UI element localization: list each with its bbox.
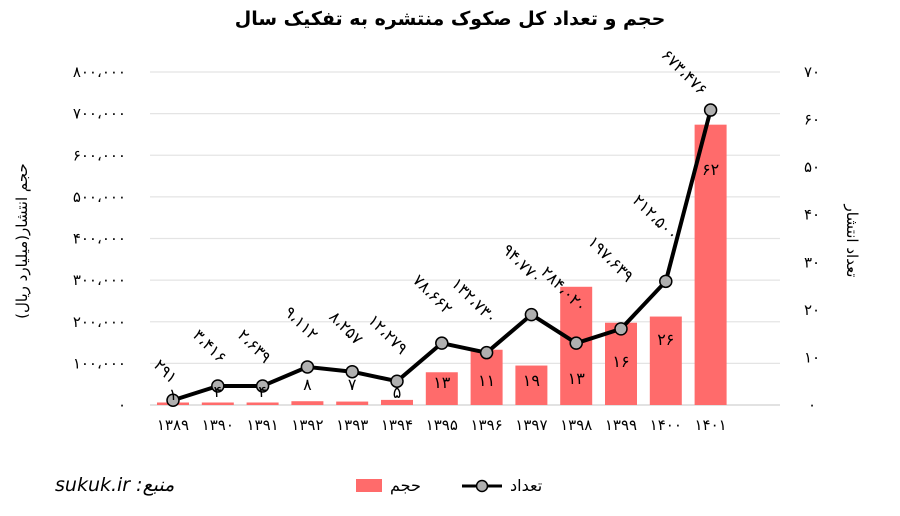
- y-tick-left: ۳۰۰،۰۰۰: [73, 271, 126, 289]
- volume-label: ۳،۴۱۶: [189, 325, 230, 366]
- y-tick-left: ۷۰۰،۰۰۰: [73, 105, 126, 123]
- count-label: ۱۳: [433, 373, 451, 392]
- x-tick: ۱۴۰۱: [694, 416, 726, 434]
- source-label: منبع: sukuk.ir: [55, 474, 175, 496]
- x-tick: ۱۳۹۲: [291, 416, 323, 434]
- bar-volume: [381, 399, 413, 405]
- line-marker: [614, 322, 628, 336]
- bar-volume: [425, 372, 458, 405]
- volume-label: ۲،۶۳۹: [234, 325, 275, 366]
- line-marker: [166, 393, 180, 407]
- count-label: ۵: [393, 383, 402, 402]
- legend: حجم تعداد: [340, 476, 600, 500]
- count-label: ۲۶: [657, 330, 674, 349]
- bar-volume: [649, 316, 682, 405]
- y-tick-right: ۷۰: [804, 63, 820, 81]
- count-label: ۱: [169, 385, 178, 404]
- y-tick-left: ۲۰۰،۰۰۰: [73, 313, 126, 331]
- volume-label: ۲۹۱: [150, 355, 182, 387]
- y-tick-right: ۲۰: [804, 301, 820, 319]
- y-tick-left: ۰: [118, 396, 126, 414]
- x-tick: ۱۳۹۵: [426, 416, 458, 434]
- y-tick-left: ۵۰۰،۰۰۰: [73, 188, 126, 206]
- volume-label: ۱۹۷،۶۳۹: [584, 232, 638, 286]
- y-tick-right: ۰: [808, 396, 816, 414]
- x-tick: ۱۳۹۶: [470, 416, 502, 434]
- line-marker: [659, 274, 673, 289]
- x-tick: ۱۳۸۹: [157, 416, 189, 434]
- x-tick: ۱۴۰۰: [650, 416, 682, 434]
- y-tick-right: ۱۰: [804, 348, 820, 366]
- legend-label-volume: حجم: [390, 476, 421, 495]
- count-label: ۱۳: [568, 369, 586, 388]
- count-label: ۱۶: [612, 352, 629, 371]
- x-tick: ۱۳۹۱: [246, 416, 278, 434]
- x-tick: ۱۳۹۰: [202, 416, 234, 434]
- x-tick: ۱۳۹۸: [560, 416, 592, 434]
- y-tick-right: ۶۰: [804, 111, 820, 129]
- volume-label: ۱۳۲،۷۳۰: [448, 274, 502, 328]
- x-tick: ۱۳۹۹: [605, 416, 637, 434]
- y-tick-left: ۱۰۰،۰۰۰: [73, 354, 126, 372]
- line-marker: [345, 364, 359, 379]
- count-label: ۱۱: [478, 371, 495, 390]
- y-tick-left: ۸۰۰،۰۰۰: [73, 63, 126, 81]
- y-tick-right: ۳۰: [804, 253, 820, 271]
- count-label: ۷: [348, 375, 357, 394]
- line-marker: [479, 345, 494, 360]
- line-marker: [435, 336, 449, 350]
- count-label: ۴: [214, 382, 223, 401]
- bar-volume: [515, 365, 548, 405]
- bar-volume: [336, 401, 369, 405]
- count-label: ۴: [258, 382, 267, 401]
- x-tick: ۱۳۹۷: [515, 416, 547, 434]
- line-marker: [524, 307, 539, 322]
- bar-volume: [291, 401, 324, 405]
- bar-volume: [201, 402, 234, 405]
- x-tick: ۱۳۹۳: [336, 416, 368, 434]
- x-tick: ۱۳۹۴: [381, 416, 413, 434]
- line-marker: [211, 379, 225, 393]
- legend-item-volume: حجم: [356, 476, 421, 495]
- y-tick-right: ۵۰: [804, 158, 820, 176]
- legend-line-marker-icon: [462, 479, 502, 492]
- line-marker: [300, 360, 315, 374]
- chart-title: حجم و تعداد کل صکوک منتشره به تفکیک سال: [234, 8, 666, 30]
- y-tick-left: ۶۰۰،۰۰۰: [73, 146, 126, 164]
- line-marker: [255, 379, 270, 393]
- volume-label: ۱۲،۲۷۹: [364, 311, 411, 358]
- y-tick-right: ۴۰: [804, 206, 820, 224]
- legend-label-count: تعداد: [510, 476, 543, 495]
- bar-volume: [246, 402, 279, 405]
- bar-volume: [605, 322, 637, 405]
- count-label: ۶۲: [702, 160, 719, 179]
- volume-label: ۹،۱۱۲: [281, 302, 322, 343]
- volume-label: ۲۱۲،۵۰۰: [629, 191, 683, 245]
- bar-volume: [694, 124, 727, 405]
- y-axis-right-label: تعداد انتشار: [843, 204, 861, 278]
- y-tick-left: ۴۰۰،۰۰۰: [73, 230, 126, 248]
- line-marker: [390, 374, 404, 388]
- legend-item-count: تعداد: [460, 476, 542, 495]
- line-marker: [703, 103, 718, 117]
- count-label: ۱۹: [523, 371, 540, 390]
- volume-label: ۷۸،۶۶۲: [409, 271, 456, 318]
- volume-label: ۸،۲۵۷: [325, 307, 367, 349]
- line-marker: [569, 336, 583, 350]
- legend-bar-swatch-icon: [356, 479, 382, 492]
- count-label: ۸: [303, 375, 312, 394]
- y-axis-left-label: حجم انتشار(میلیارد ریال): [13, 163, 31, 319]
